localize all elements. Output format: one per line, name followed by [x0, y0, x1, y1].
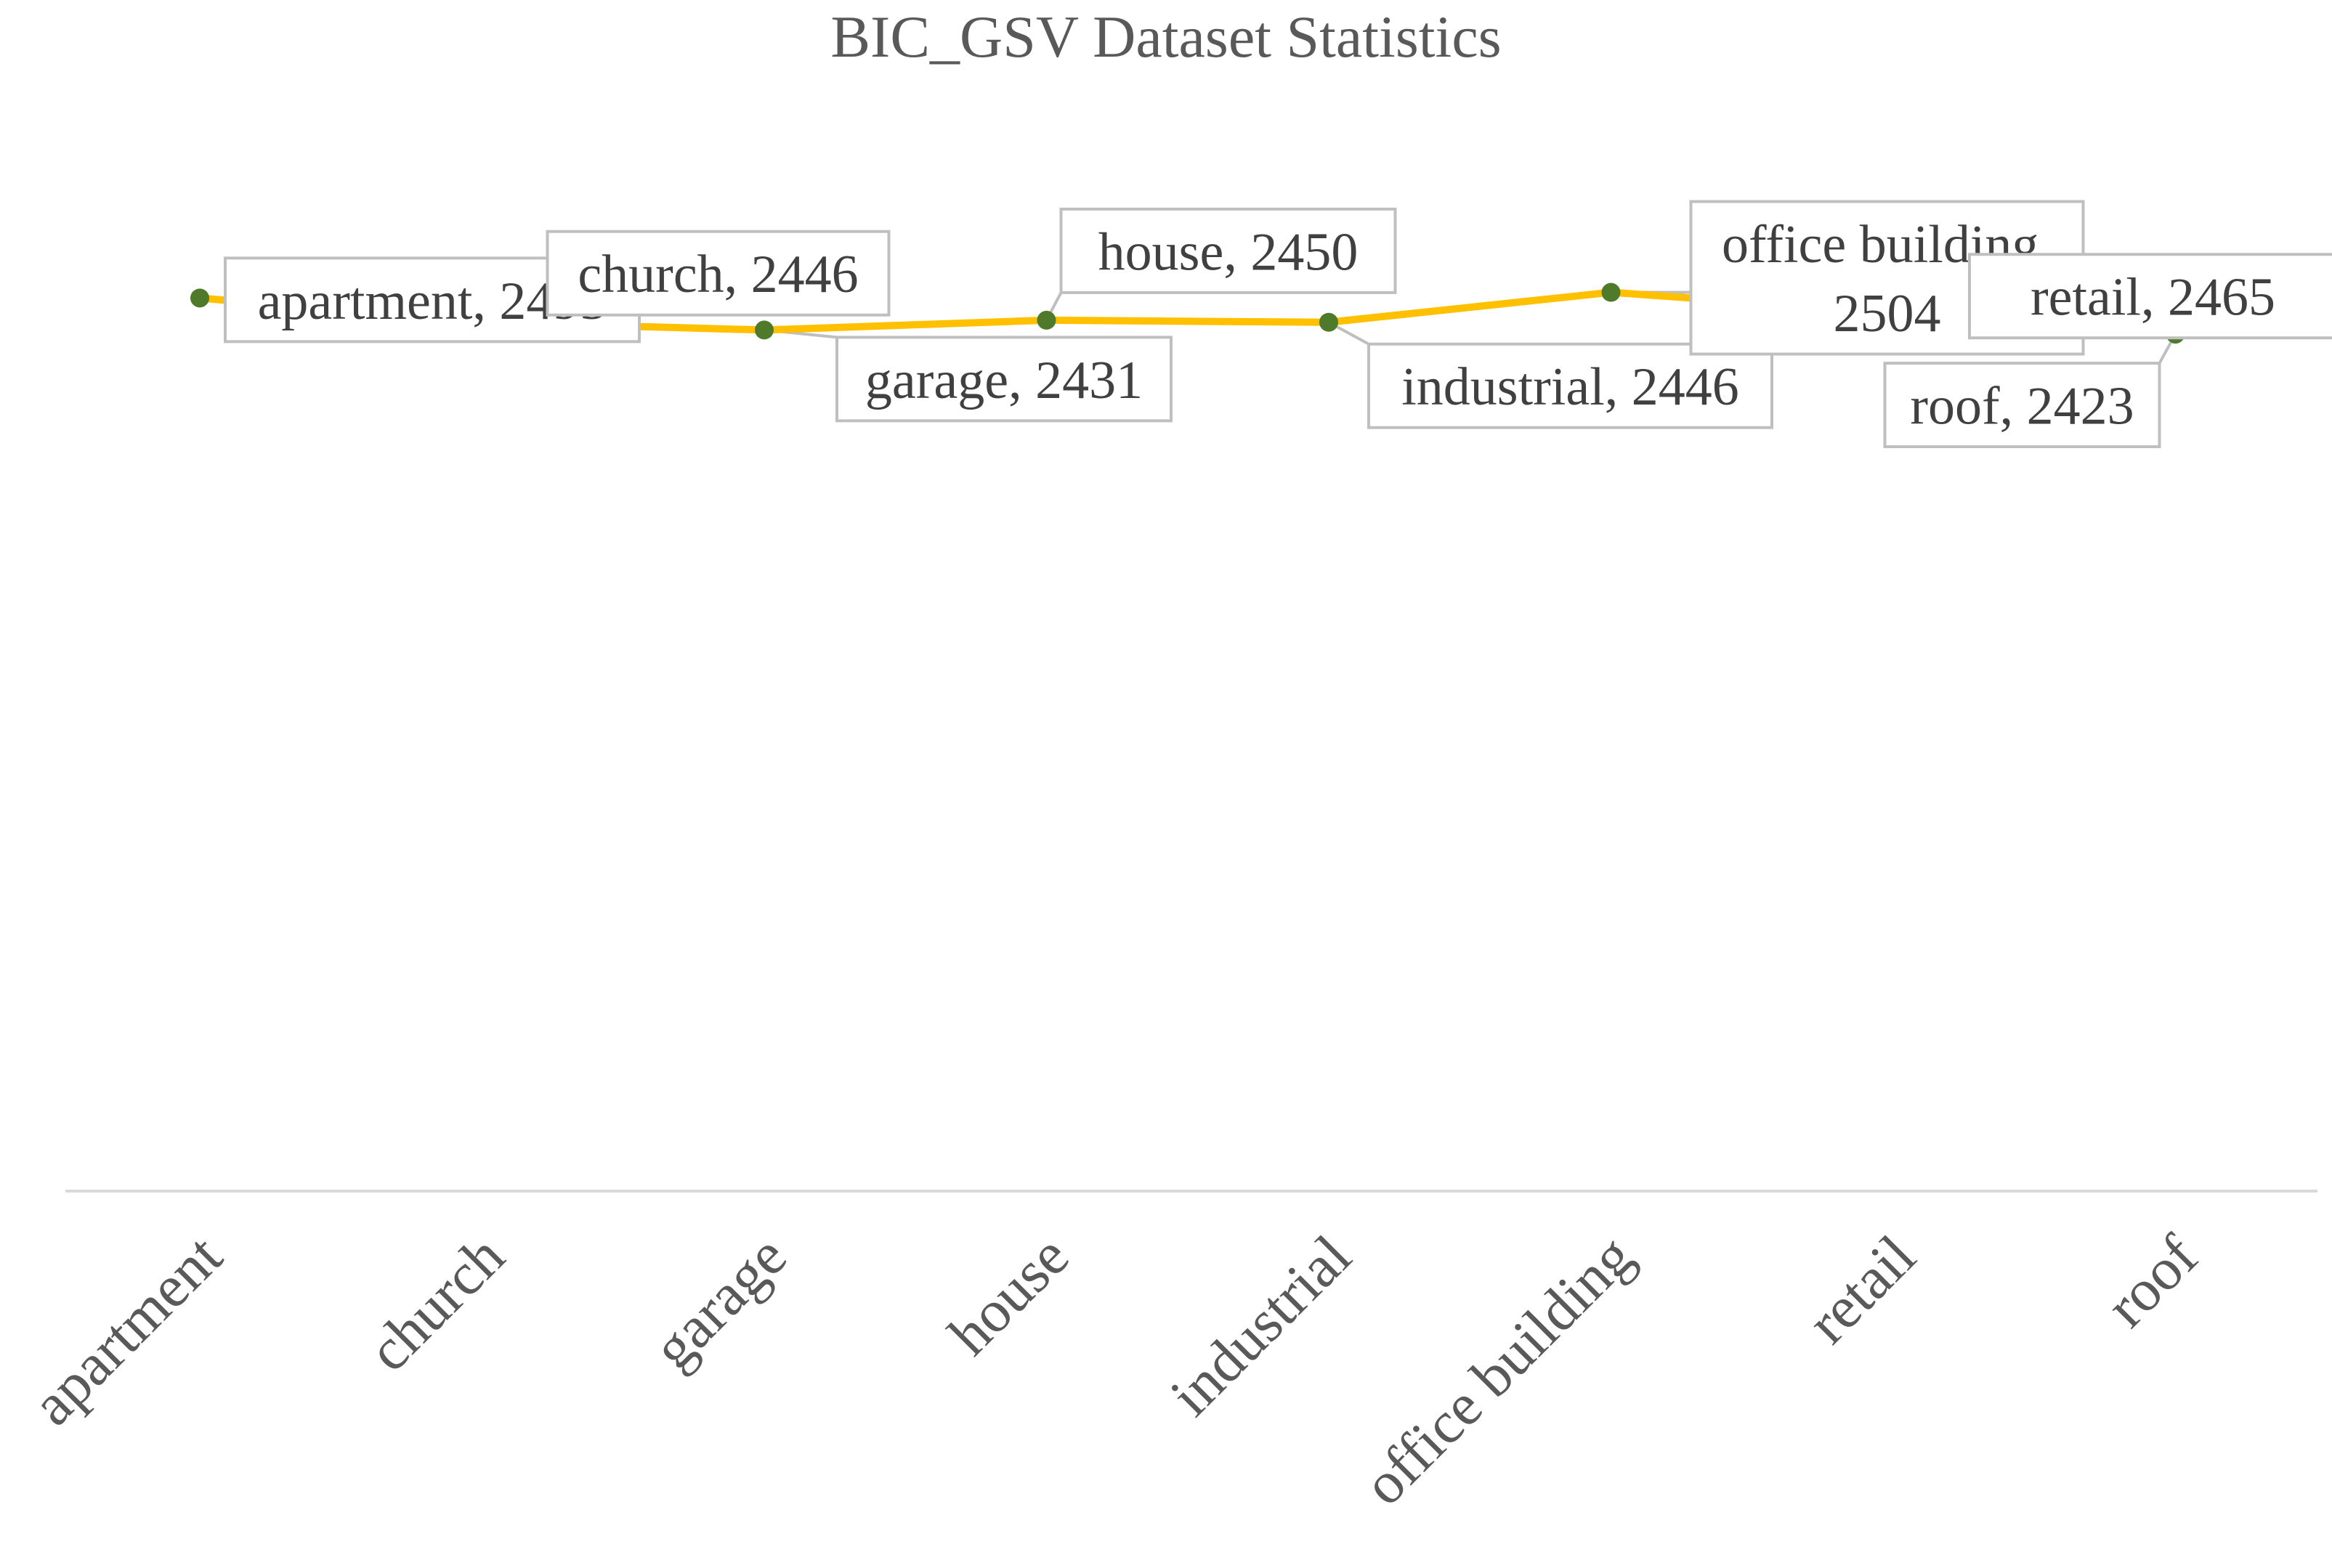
data-label-retail: retail, 2465: [1968, 253, 2332, 340]
data-label-text: industrial, 2446: [1401, 357, 1739, 417]
data-label-box: [546, 229, 891, 317]
data-point-industrial: [1319, 312, 1338, 332]
data-label-text: 2504: [1834, 284, 1941, 344]
data-label-house: house, 2450: [1059, 207, 1397, 294]
data-label-text: garage, 2431: [865, 351, 1143, 410]
data-label-text: roof, 2423: [1910, 377, 2134, 436]
data-point-apartment: [190, 288, 209, 308]
data-label-box: [1059, 207, 1397, 294]
data-label-office-building: office building,2504: [1689, 200, 2085, 356]
x-tick-church: church: [355, 1222, 517, 1384]
x-tick-apartment: apartment: [20, 1222, 235, 1437]
chart-title: BIC_GSV Dataset Statistics: [830, 4, 1501, 70]
data-point-garage: [755, 320, 774, 340]
data-label-roof: roof, 2423: [1883, 362, 2161, 449]
x-tick-house: house: [936, 1222, 1082, 1368]
x-tick-retail: retail: [1794, 1222, 1927, 1355]
data-label-industrial: industrial, 2446: [1367, 342, 1773, 429]
data-label-garage: garage, 2431: [835, 336, 1173, 423]
x-tick-industrial: industrial: [1157, 1222, 1363, 1428]
x-tick-garage: garage: [640, 1222, 799, 1381]
x-tick-office-building: office building: [1351, 1222, 1645, 1517]
data-label-text: church, 2446: [578, 245, 858, 304]
data-label-box: [1883, 362, 2161, 449]
x-tick-labels: apartment church garage house industrialoffi…: [20, 1222, 2211, 1518]
data-label-box: [835, 336, 1173, 423]
data-point-office-building: [1601, 283, 1621, 302]
data-label-church: church, 2446: [546, 229, 891, 317]
data-point-house: [1037, 310, 1056, 330]
data-label-text: house, 2450: [1098, 222, 1359, 282]
x-tick-roof: roof: [2093, 1222, 2210, 1339]
data-label-text: retail, 2465: [2031, 268, 2275, 328]
data-label-box: [1367, 342, 1773, 429]
data-label-box: [1968, 253, 2332, 340]
